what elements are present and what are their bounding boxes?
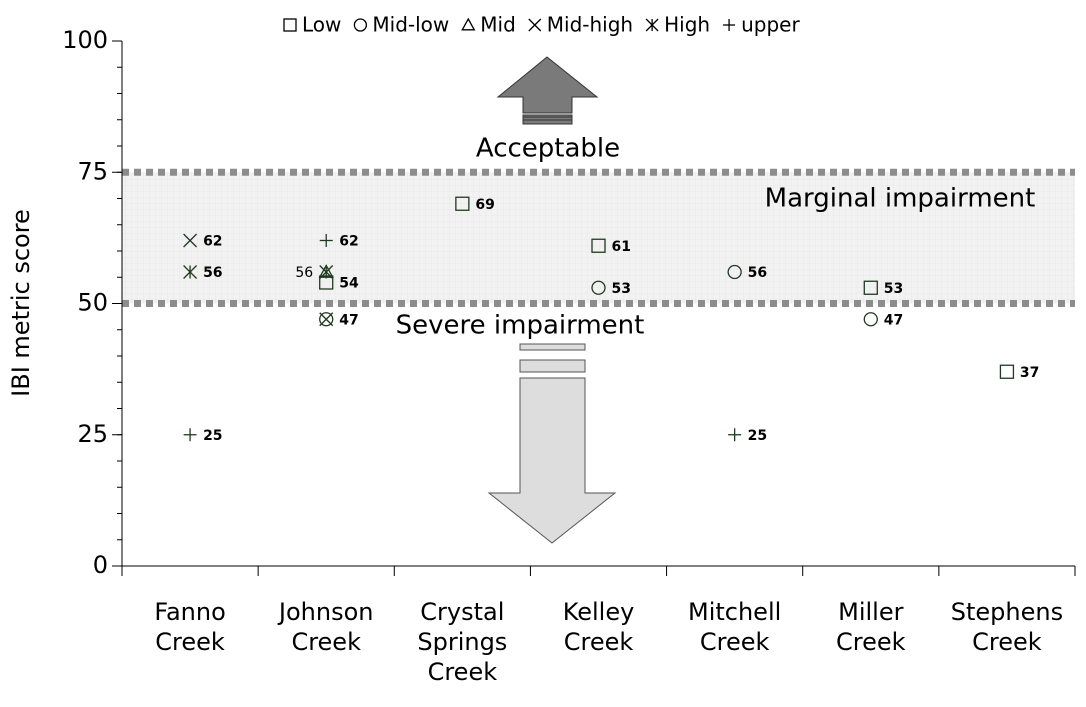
marker bbox=[319, 234, 333, 247]
x-tick-label: Crystal Springs Creek bbox=[417, 598, 508, 686]
y-tick-label: 50 bbox=[77, 289, 108, 317]
legend-label: Mid-high bbox=[547, 13, 633, 37]
legend-label: High bbox=[664, 13, 710, 37]
marker-part bbox=[455, 196, 470, 211]
marker bbox=[319, 265, 334, 279]
marker bbox=[723, 19, 736, 31]
marker bbox=[183, 428, 197, 442]
data-label: 25 bbox=[203, 428, 222, 444]
marker bbox=[461, 17, 476, 31]
x-tick-label: Miller Creek bbox=[836, 598, 906, 656]
marker bbox=[319, 312, 334, 327]
marker bbox=[183, 265, 198, 279]
marker-part bbox=[528, 18, 542, 32]
marker bbox=[728, 428, 742, 442]
marker bbox=[283, 18, 297, 32]
x-tick-label: Fanno Creek bbox=[154, 598, 226, 656]
legend-label: Mid bbox=[480, 13, 516, 37]
marker-part bbox=[461, 17, 476, 31]
marker bbox=[353, 18, 368, 32]
data-label: 62 bbox=[339, 234, 358, 250]
data-label: 25 bbox=[748, 428, 767, 444]
marker bbox=[645, 18, 659, 32]
marker bbox=[183, 233, 198, 248]
marker bbox=[319, 312, 334, 327]
data-label: 62 bbox=[203, 234, 222, 250]
data-label: 56 bbox=[295, 265, 313, 281]
y-tick-label: 100 bbox=[62, 26, 108, 54]
y-tick-label: 75 bbox=[77, 157, 108, 185]
marker-part bbox=[863, 280, 878, 295]
data-label: 56 bbox=[203, 265, 222, 281]
marker bbox=[591, 280, 606, 295]
data-label: 54 bbox=[339, 276, 359, 292]
marker-part bbox=[591, 238, 606, 253]
data-label: 37 bbox=[1020, 365, 1039, 381]
data-label: 61 bbox=[612, 239, 631, 255]
marker bbox=[591, 238, 606, 253]
x-tick-label: Stephens Creek bbox=[950, 598, 1064, 656]
x-tick-label: Mitchell Creek bbox=[687, 598, 782, 656]
marker bbox=[727, 264, 742, 280]
legend-label: Mid-low bbox=[372, 13, 449, 37]
marker bbox=[863, 312, 878, 327]
down-arrow bbox=[487, 343, 617, 544]
zone-label: Acceptable bbox=[476, 134, 620, 164]
y-axis-label: IBI metric score bbox=[7, 209, 35, 397]
marker-part bbox=[283, 18, 297, 32]
marker-part bbox=[183, 233, 198, 248]
marker bbox=[528, 18, 542, 32]
marker-part bbox=[863, 312, 878, 327]
x-tick-label: Kelley Creek bbox=[562, 598, 635, 656]
data-label: 69 bbox=[475, 197, 494, 213]
up-arrow bbox=[496, 56, 599, 125]
y-tick-label: 0 bbox=[93, 551, 108, 579]
data-label: 56 bbox=[748, 265, 767, 281]
marker bbox=[455, 196, 470, 211]
marker-part bbox=[319, 312, 334, 327]
data-label: 47 bbox=[884, 312, 903, 328]
zone-label: Severe impairment bbox=[396, 311, 645, 341]
x-tick-label: Johnson Creek bbox=[278, 598, 374, 656]
legend-label: Low bbox=[302, 13, 341, 37]
data-label: 53 bbox=[612, 281, 631, 297]
marker-part bbox=[591, 280, 606, 295]
marker-part bbox=[353, 18, 368, 32]
marker bbox=[999, 364, 1015, 379]
zone-label: Marginal impairment bbox=[765, 184, 1036, 214]
marker-part bbox=[999, 364, 1015, 379]
data-label: 47 bbox=[339, 312, 358, 328]
legend: Low Mid-low Mid Mid-high High upper bbox=[283, 13, 800, 37]
y-tick-label: 25 bbox=[77, 420, 108, 448]
legend-label: upper bbox=[741, 13, 800, 37]
marker-part bbox=[319, 312, 334, 327]
data-label: 53 bbox=[884, 281, 903, 297]
marker-part bbox=[727, 264, 742, 280]
marker bbox=[863, 280, 878, 295]
